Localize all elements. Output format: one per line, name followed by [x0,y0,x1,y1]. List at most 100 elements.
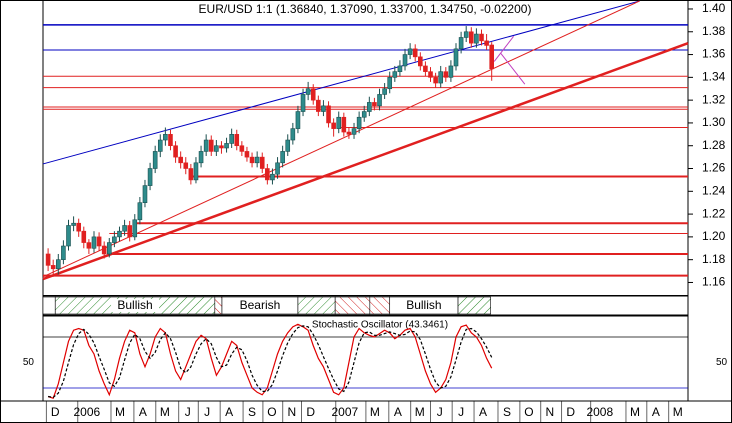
candle-body [219,145,224,149]
x-tick-label: S [248,405,256,419]
candle-body [377,94,382,107]
x-tick-label: D [51,405,60,419]
signal-label: Bearish [240,298,281,312]
y-tick-label: 1.38 [702,24,726,38]
candle-body [407,48,413,55]
candle-body [295,111,301,129]
y-tick-label: 1.28 [702,138,726,152]
x-tick-label: A [225,405,233,419]
y-tick-label: 50 [716,357,728,368]
candle-body [173,145,178,158]
candle-body [203,139,209,152]
candle-body [275,162,280,175]
trend-line [42,0,640,278]
candle-body [50,265,56,270]
y-tick-label: 1.40 [702,1,726,15]
candle-body [387,77,393,90]
candle-body [316,99,321,112]
x-tick-label: 2006 [73,405,100,419]
candle-body [300,94,306,112]
candle-body [351,128,357,135]
candle-body [423,65,428,72]
candle-body [259,156,265,169]
y-tick-label: 1.32 [702,92,726,106]
candle-body [356,116,362,129]
candle-body [163,134,168,141]
candle-body [270,173,275,181]
candle-body [127,225,132,238]
candle-body [86,242,92,249]
candle-body [183,162,189,169]
candle-body [331,122,336,129]
signal-label: Bullish [117,298,152,312]
y-tick-label: 50 [23,357,35,368]
candle-body [479,33,484,42]
candle-body [168,134,173,147]
stochastic-line [47,323,493,399]
candle-body [137,202,143,221]
candle-body [361,111,367,118]
x-tick-label: M [673,405,683,419]
trend-line [493,36,515,62]
candle-body [305,88,311,95]
candle-body [55,259,61,270]
candle-body [438,71,444,84]
candle-body [214,145,219,152]
candle-body [382,88,387,95]
candle-body [91,236,97,249]
signal-label-bg [235,299,284,312]
candle-body [469,31,474,44]
candle-body [290,128,296,141]
candle-body [76,222,81,232]
signal-segment [42,296,56,315]
x-tick-label: O [267,405,276,419]
candle-body [112,236,117,243]
x-tick-label: M [370,405,380,419]
candle-body [122,225,127,232]
candle-body [443,71,449,78]
candle-body [265,168,270,181]
trend-line [42,41,689,281]
candle-body [147,168,153,186]
x-tick-label: J [185,405,191,419]
candle-body [249,156,255,164]
candle-body [198,151,204,164]
y-tick-label: 1.18 [702,252,726,266]
candle-body [433,77,438,84]
x-tick-label: O [524,405,533,419]
candle-body [61,245,66,260]
x-tick-label: M [160,405,170,419]
x-tick-label: J [204,405,210,419]
signal-label: Bullish [406,298,441,312]
x-tick-label: A [479,405,487,419]
candle-body [229,134,234,144]
candle-body [484,40,489,46]
signal-label-bg [399,299,448,312]
stochastic-line [47,325,493,399]
candle-body [448,65,454,78]
candle-body [188,168,194,181]
stochastic-title: Stochastic Oscillator (43.3461) [312,320,448,331]
candle-body [453,48,459,67]
candle-body [244,151,250,158]
candle-body [428,71,433,78]
x-tick-label: M [415,405,425,419]
x-tick-label: 2008 [586,405,613,419]
y-tick-label: 1.26 [702,161,726,175]
candle-body [254,156,260,164]
x-tick-label: A [394,405,402,419]
candle-body [458,37,464,50]
trend-line [42,0,640,165]
candle-body [193,162,199,181]
x-tick-label: J [458,405,464,419]
candle-body [152,151,158,169]
candle-body [106,242,112,255]
signal-segment [457,296,491,315]
candle-body [178,156,183,164]
y-tick-label: 1.22 [702,206,726,220]
candle-body [96,236,102,247]
candle-body [285,139,291,152]
candle-body [392,71,398,78]
candle-body [157,139,163,152]
